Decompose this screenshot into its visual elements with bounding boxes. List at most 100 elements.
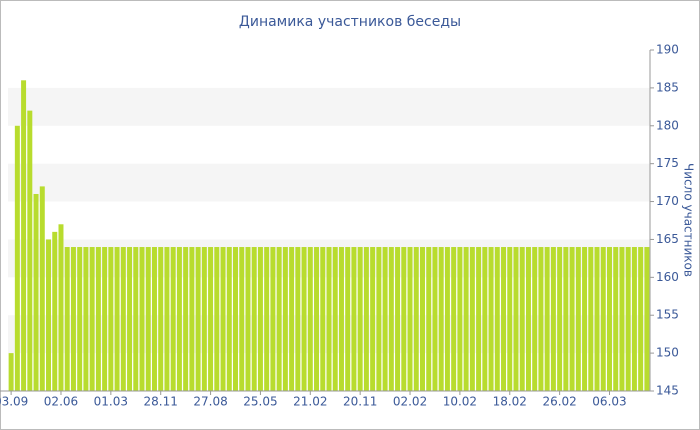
x-tick-label: 06.03 [592,395,626,409]
bar [638,247,644,391]
bar [376,247,382,391]
bar [644,247,650,391]
bar [264,247,270,391]
bar [108,247,114,391]
bar [214,247,220,391]
y-tick-label: 145 [656,384,679,398]
bar [257,247,263,391]
bar [195,247,201,391]
bar [208,247,214,391]
bar [420,247,425,391]
bar [550,247,556,391]
bar [151,247,157,391]
y-tick-label: 180 [656,118,679,132]
y-tick-label: 170 [656,194,679,208]
bar [426,247,432,391]
bar [276,247,282,391]
bar [70,247,76,391]
bar [226,247,232,391]
bar [127,247,133,391]
y-tick-label: 155 [656,308,679,322]
bar [282,247,288,391]
bar [613,247,619,391]
bar [519,247,525,391]
bar [469,247,475,391]
bar [351,247,357,391]
x-tick-label: 10.02 [443,395,477,409]
bar [606,247,612,391]
bar [345,247,351,391]
bar [170,247,176,391]
y-tick-label: 160 [656,270,679,284]
bar [388,247,394,391]
bar [158,247,164,391]
bar [588,247,594,391]
x-tick-label: 02.06 [44,395,78,409]
bar [102,247,108,391]
grid-band [8,163,650,202]
bar [625,247,631,391]
y-tick-label: 175 [656,156,679,170]
bar [183,247,189,391]
bar [594,247,600,391]
bar [507,247,513,391]
bar [77,247,83,391]
bar [444,247,450,391]
x-tick-label: 28.11 [144,395,178,409]
x-tick-label: 01.03 [94,395,128,409]
chart-title: Динамика участников беседы [239,14,461,30]
bar [320,247,326,391]
bar [89,247,95,391]
bar [463,247,469,391]
bar [33,193,39,391]
bar [233,247,238,391]
bar [557,247,563,391]
bar [476,247,482,391]
bar [395,247,401,391]
bar [95,247,101,391]
bar [600,247,606,391]
x-tick-label: 03.09 [0,395,28,409]
bar [21,80,27,392]
y-axis-label: Число участников [682,163,696,277]
bar [482,247,488,391]
bar [270,247,276,391]
bar [338,247,344,391]
bar [295,247,301,391]
bar [332,247,338,391]
y-tick-label: 185 [656,80,679,94]
y-tick-label: 190 [656,43,679,57]
bar [52,231,58,391]
bar [563,247,569,391]
bar [201,247,207,391]
x-tick-label: 27.08 [193,395,227,409]
bar [631,247,637,391]
bar [538,247,544,391]
bar [245,247,251,391]
bar [457,247,463,391]
grid-band [8,87,650,126]
bar [569,247,575,391]
bar [239,247,245,391]
bar [301,247,307,391]
bar [8,353,14,391]
bar [83,247,89,391]
bar [289,247,295,391]
bar [438,247,444,391]
x-tick-label: 20.11 [343,395,377,409]
bar [501,247,507,391]
bar [513,247,519,391]
x-tick-label: 02.02 [393,395,427,409]
bar [58,224,64,391]
y-tick-label: 150 [656,346,679,360]
x-tick-label: 21.02 [293,395,327,409]
bar [619,247,625,391]
bar [120,247,126,391]
bar [575,247,581,391]
bar [451,247,457,391]
bar [64,247,70,391]
bar [251,247,257,391]
bar [133,247,139,391]
x-tick-label: 26.02 [542,395,576,409]
bar [220,247,226,391]
